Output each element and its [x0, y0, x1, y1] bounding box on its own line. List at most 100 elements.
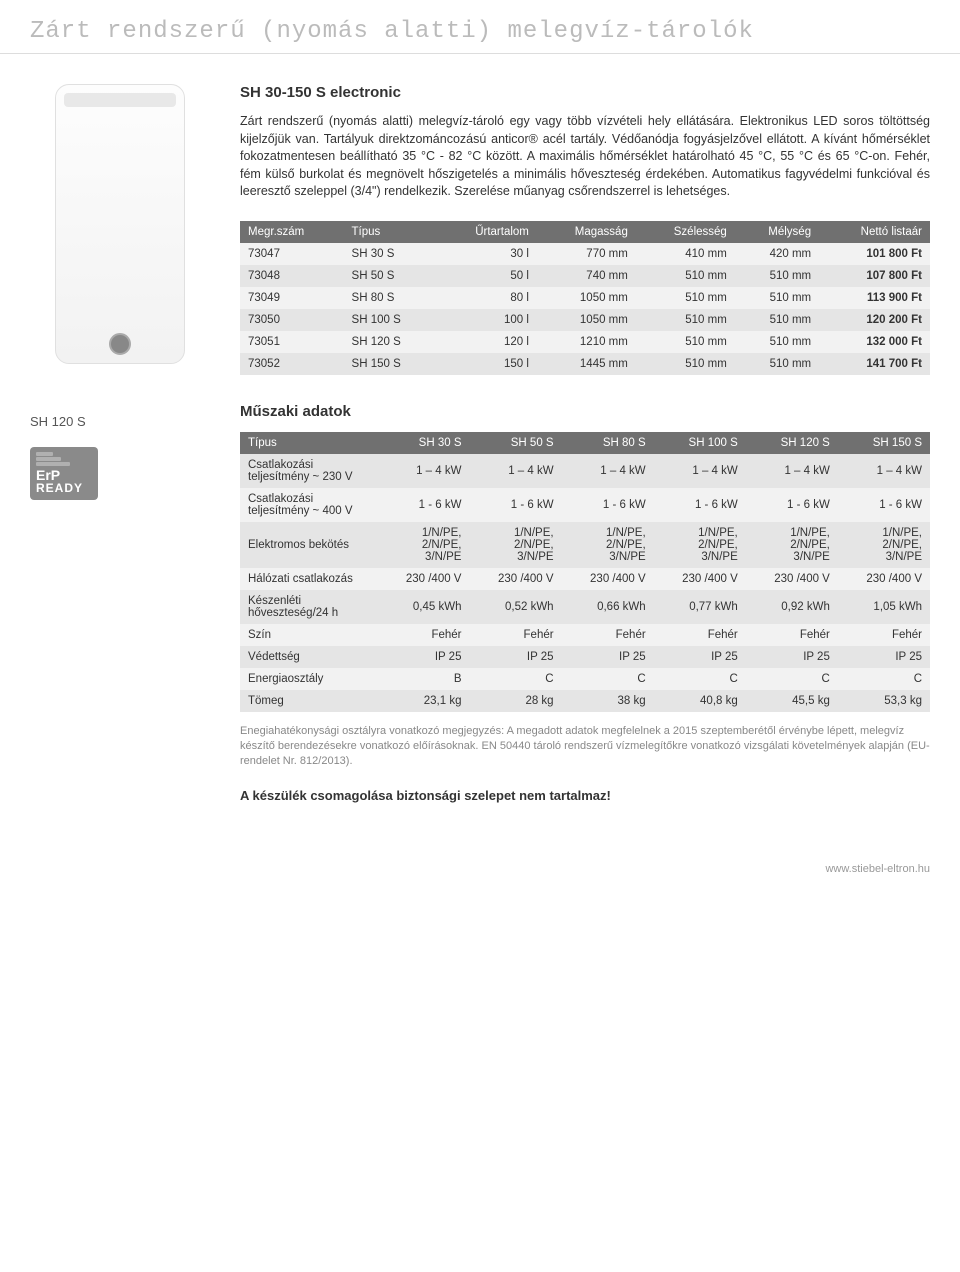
spec-cell: 50 l — [437, 265, 537, 287]
spec-table-row: 73048SH 50 S50 l740 mm510 mm510 mm107 80… — [240, 265, 930, 287]
spec-cell: 510 mm — [735, 309, 819, 331]
product-image-knob — [109, 333, 131, 355]
spec-cell: 73048 — [240, 265, 344, 287]
tech-table-row: Hálózati csatlakozás230 /400 V230 /400 V… — [240, 568, 930, 590]
tech-cell: 230 /400 V — [562, 568, 654, 590]
product-caption: SH 120 S — [30, 414, 210, 429]
spec-cell: 73050 — [240, 309, 344, 331]
tech-header-cell: SH 80 S — [562, 432, 654, 454]
tech-cell: 1 - 6 kW — [654, 488, 746, 522]
spec-cell: 1050 mm — [537, 287, 636, 309]
page-header: Zárt rendszerű (nyomás alatti) melegvíz-… — [0, 0, 960, 54]
tech-cell: 0,52 kWh — [469, 590, 561, 624]
product-title: SH 30-150 S electronic — [240, 84, 930, 101]
tech-table-row: Készenléti hőveszteség/24 h0,45 kWh0,52 … — [240, 590, 930, 624]
spec-cell: 73051 — [240, 331, 344, 353]
tech-cell: 1 – 4 kW — [469, 454, 561, 488]
spec-header-cell: Nettó listaár — [819, 221, 930, 243]
tech-cell: 230 /400 V — [746, 568, 838, 590]
spec-cell: 510 mm — [636, 265, 735, 287]
spec-cell: 100 l — [437, 309, 537, 331]
spec-cell: SH 30 S — [344, 243, 437, 265]
efficiency-note: Enegiahatékonysági osztályra vonatkozó m… — [240, 724, 930, 770]
spec-cell: 740 mm — [537, 265, 636, 287]
product-description: Zárt rendszerű (nyomás alatti) melegvíz-… — [240, 113, 930, 201]
tech-cell: 1 – 4 kW — [838, 454, 930, 488]
tech-cell: 230 /400 V — [654, 568, 746, 590]
tech-cell: IP 25 — [377, 646, 469, 668]
tech-cell: IP 25 — [562, 646, 654, 668]
tech-cell: Csatlakozási teljesítmény ~ 230 V — [240, 454, 377, 488]
spec-cell: 770 mm — [537, 243, 636, 265]
tech-cell: 1 – 4 kW — [746, 454, 838, 488]
tech-cell: C — [654, 668, 746, 690]
tech-cell: 1/N/PE, 2/N/PE, 3/N/PE — [838, 522, 930, 568]
spec-cell: SH 80 S — [344, 287, 437, 309]
tech-cell: Fehér — [746, 624, 838, 646]
tech-title: Műszaki adatok — [240, 403, 930, 420]
spec-cell: 1445 mm — [537, 353, 636, 375]
tech-cell: Fehér — [562, 624, 654, 646]
spec-header-cell: Mélység — [735, 221, 819, 243]
tech-cell: Hálózati csatlakozás — [240, 568, 377, 590]
tech-cell: 0,66 kWh — [562, 590, 654, 624]
tech-cell: 1/N/PE, 2/N/PE, 3/N/PE — [377, 522, 469, 568]
tech-cell: Elektromos bekötés — [240, 522, 377, 568]
spec-cell: SH 50 S — [344, 265, 437, 287]
tech-cell: 1 – 4 kW — [654, 454, 746, 488]
tech-table-row: SzínFehérFehérFehérFehérFehérFehér — [240, 624, 930, 646]
spec-table-row: 73052SH 150 S150 l1445 mm510 mm510 mm141… — [240, 353, 930, 375]
warning-text: A készülék csomagolása biztonsági szelep… — [240, 788, 930, 803]
spec-table-row: 73047SH 30 S30 l770 mm410 mm420 mm101 80… — [240, 243, 930, 265]
tech-header-cell: Típus — [240, 432, 377, 454]
tech-cell: 1/N/PE, 2/N/PE, 3/N/PE — [469, 522, 561, 568]
tech-cell: 1 – 4 kW — [562, 454, 654, 488]
right-column: SH 30-150 S electronic Zárt rendszerű (n… — [240, 84, 930, 843]
erp-bars-icon — [36, 452, 92, 466]
tech-cell: 0,45 kWh — [377, 590, 469, 624]
tech-cell: 0,92 kWh — [746, 590, 838, 624]
spec-cell: 510 mm — [636, 331, 735, 353]
spec-cell: 510 mm — [735, 287, 819, 309]
tech-cell: C — [469, 668, 561, 690]
spec-table: Megr.számTípusŰrtartalomMagasságSzélessé… — [240, 221, 930, 375]
spec-cell: SH 150 S — [344, 353, 437, 375]
tech-table: TípusSH 30 SSH 50 SSH 80 SSH 100 SSH 120… — [240, 432, 930, 712]
tech-cell: 230 /400 V — [469, 568, 561, 590]
tech-cell: 1/N/PE, 2/N/PE, 3/N/PE — [562, 522, 654, 568]
spec-table-row: 73050SH 100 S100 l1050 mm510 mm510 mm120… — [240, 309, 930, 331]
spec-cell: 73049 — [240, 287, 344, 309]
tech-cell: C — [562, 668, 654, 690]
tech-cell: IP 25 — [838, 646, 930, 668]
tech-cell: C — [838, 668, 930, 690]
tech-cell: 1 - 6 kW — [377, 488, 469, 522]
left-column: SH 120 S ErP READY — [30, 84, 210, 843]
tech-cell: IP 25 — [746, 646, 838, 668]
spec-cell: 510 mm — [735, 353, 819, 375]
spec-cell: 410 mm — [636, 243, 735, 265]
tech-cell: Szín — [240, 624, 377, 646]
spec-header-cell: Megr.szám — [240, 221, 344, 243]
tech-cell: Csatlakozási teljesítmény ~ 400 V — [240, 488, 377, 522]
tech-cell: IP 25 — [469, 646, 561, 668]
tech-table-row: EnergiaosztályBCCCCC — [240, 668, 930, 690]
tech-cell: 1,05 kWh — [838, 590, 930, 624]
spec-cell: 113 900 Ft — [819, 287, 930, 309]
tech-cell: 45,5 kg — [746, 690, 838, 712]
spec-cell: 73047 — [240, 243, 344, 265]
tech-cell: IP 25 — [654, 646, 746, 668]
tech-table-row: Csatlakozási teljesítmény ~ 400 V1 - 6 k… — [240, 488, 930, 522]
spec-cell: 141 700 Ft — [819, 353, 930, 375]
spec-cell: 510 mm — [636, 309, 735, 331]
tech-cell: 0,77 kWh — [654, 590, 746, 624]
tech-cell: Fehér — [654, 624, 746, 646]
spec-cell: 1050 mm — [537, 309, 636, 331]
spec-cell: 1210 mm — [537, 331, 636, 353]
erp-ready-badge: ErP READY — [30, 447, 98, 500]
tech-cell: 230 /400 V — [838, 568, 930, 590]
tech-cell: Fehér — [838, 624, 930, 646]
tech-cell: 53,3 kg — [838, 690, 930, 712]
tech-cell: 230 /400 V — [377, 568, 469, 590]
spec-cell: 420 mm — [735, 243, 819, 265]
spec-cell: 120 200 Ft — [819, 309, 930, 331]
